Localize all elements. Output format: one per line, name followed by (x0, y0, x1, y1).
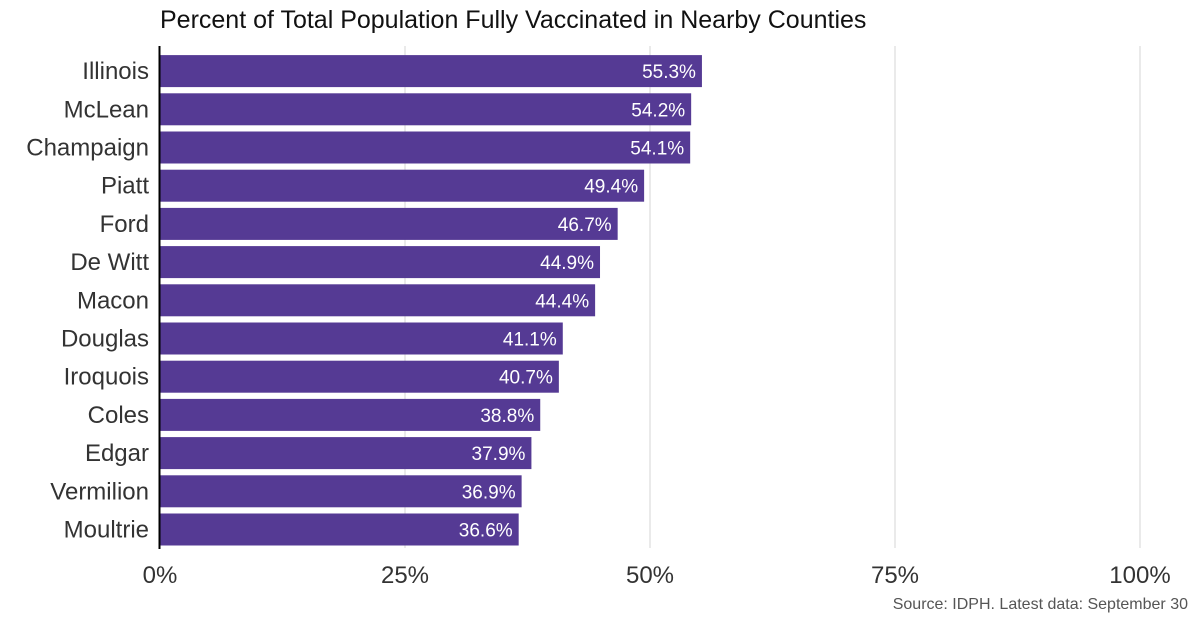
category-labels: Illinois McLean Champaign Piatt Ford De Witt M… (26, 58, 149, 543)
category-label: Iroquois (64, 364, 149, 391)
x-tick-label: 50% (626, 562, 674, 589)
bar-value-label: 44.4% (535, 291, 589, 312)
category-label: Moultrie (64, 517, 149, 544)
category-label: Coles (88, 402, 149, 429)
bar (160, 513, 519, 546)
x-tick-label: 75% (871, 562, 919, 589)
category-label: Macon (77, 287, 149, 314)
bar-value-label: 54.1% (630, 139, 684, 160)
bar (160, 169, 645, 202)
category-label: Piatt (101, 173, 149, 200)
x-axis-ticks: 0% 25% 50% 75% 100% (143, 562, 1171, 589)
category-label: Douglas (61, 326, 149, 353)
bar (160, 398, 541, 431)
bar-value-label: 46.7% (558, 215, 612, 236)
bar-value-label: 41.1% (503, 330, 557, 351)
bar (160, 284, 596, 317)
bar-value-label: 36.9% (462, 482, 516, 503)
bar-value-label: 55.3% (642, 62, 696, 83)
bar-value-label: 49.4% (584, 177, 638, 198)
x-tick-label: 100% (1109, 562, 1170, 589)
bar-value-label: 40.7% (499, 368, 553, 389)
bar (160, 246, 601, 279)
category-label: Champaign (26, 135, 149, 162)
x-tick-label: 25% (381, 562, 429, 589)
bar (160, 475, 522, 508)
category-label: De Witt (70, 249, 149, 276)
bar (160, 93, 692, 126)
bar (160, 55, 702, 88)
category-label: Vermilion (50, 478, 149, 505)
bars: 55.3% 54.2% 54.1% 49.4% 46.7% 44.9% 44.4% 41.1%… (160, 55, 702, 546)
bar (160, 360, 559, 393)
category-label: Ford (100, 211, 149, 238)
x-tick-label: 0% (143, 562, 178, 589)
chart-title: Percent of Total Population Fully Vaccin… (160, 6, 867, 34)
category-label: Edgar (85, 440, 149, 467)
bar (160, 131, 691, 164)
source-note: Source: IDPH. Latest data: September 30 (892, 596, 1188, 613)
bar (160, 207, 618, 240)
bar-value-label: 36.6% (459, 521, 513, 542)
bar-value-label: 44.9% (540, 253, 594, 274)
bar-value-label: 38.8% (480, 406, 534, 427)
category-label: Illinois (82, 58, 149, 85)
category-label: McLean (64, 96, 149, 123)
bar (160, 437, 532, 470)
bar (160, 322, 563, 355)
bar-value-label: 54.2% (631, 100, 685, 121)
bar-value-label: 37.9% (472, 444, 526, 465)
